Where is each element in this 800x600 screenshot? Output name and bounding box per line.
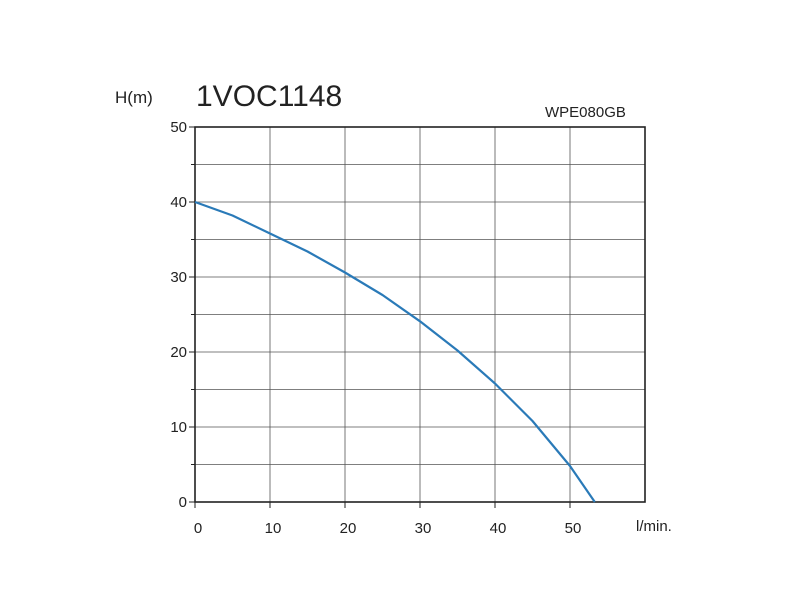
chart-title: 1VOC1148 [196,80,343,113]
y-tick-label: 40 [170,194,187,211]
y-tick-label: 10 [170,419,187,436]
x-axis-label: l/min. [636,518,672,535]
x-tick-label: 50 [565,520,582,537]
x-tick-label: 20 [340,520,357,537]
x-tick-label: 10 [265,520,282,537]
x-tick-label: 40 [490,520,507,537]
x-tick-label: 0 [194,520,202,537]
x-tick-label: 30 [415,520,432,537]
y-tick-label: 20 [170,344,187,361]
y-tick-label: 0 [179,494,187,511]
model-label: WPE080GB [545,104,626,121]
y-axis-label: H(m) [115,88,153,107]
y-tick-label: 30 [170,269,187,286]
series-line [194,200,596,503]
y-tick-label: 50 [170,119,187,136]
